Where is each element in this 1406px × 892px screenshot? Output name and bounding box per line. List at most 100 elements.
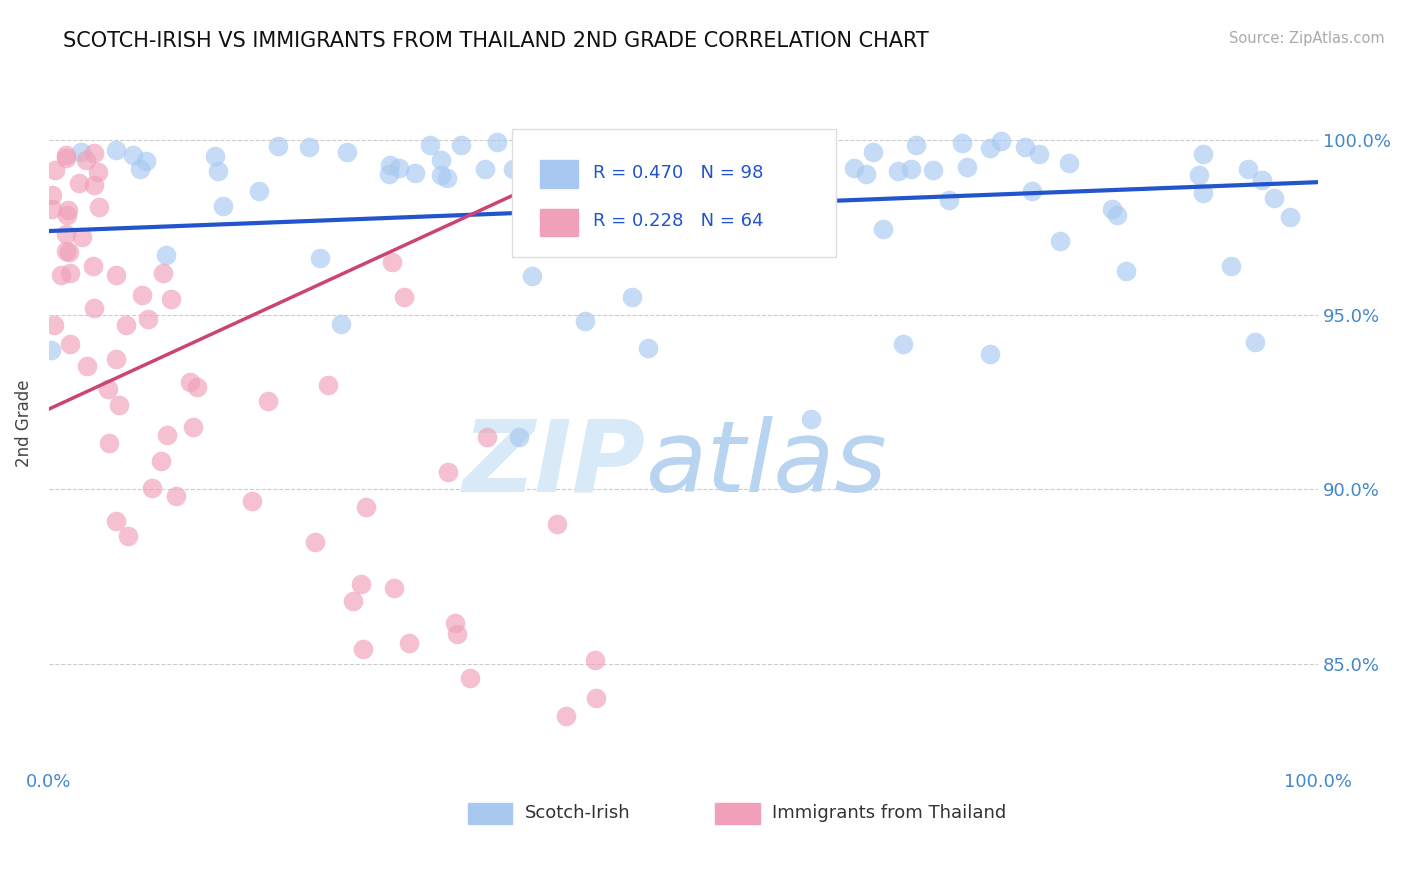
Point: [1188, 168, 1211, 182]
Point: [430, 153, 453, 168]
Point: [765, 140, 787, 154]
Text: Source: ZipAtlas.com: Source: ZipAtlas.com: [1229, 31, 1385, 46]
Point: [1101, 202, 1123, 217]
Point: [1028, 147, 1050, 161]
Point: [956, 160, 979, 174]
Text: SCOTCH-IRISH VS IMMIGRANTS FROM THAILAND 2ND GRADE CORRELATION CHART: SCOTCH-IRISH VS IMMIGRANTS FROM THAILAND…: [63, 31, 929, 51]
Point: [107, 398, 129, 412]
Point: [891, 336, 914, 351]
Point: [703, 143, 725, 157]
Point: [921, 163, 943, 178]
Point: [352, 642, 374, 657]
Text: R = 0.470   N = 98: R = 0.470 N = 98: [593, 164, 763, 182]
Point: [129, 162, 152, 177]
Point: [562, 228, 585, 243]
Point: [55, 151, 77, 165]
Point: [654, 161, 676, 175]
Point: [810, 202, 832, 216]
Point: [1219, 259, 1241, 273]
Point: [938, 193, 960, 207]
Text: atlas: atlas: [645, 416, 887, 513]
Point: [55, 227, 77, 241]
Point: [1057, 155, 1080, 169]
Point: [342, 594, 364, 608]
Point: [419, 138, 441, 153]
Point: [734, 166, 756, 180]
Point: [474, 162, 496, 177]
Point: [555, 709, 578, 723]
Point: [131, 288, 153, 302]
Point: [87, 200, 110, 214]
Point: [613, 142, 636, 156]
Point: [606, 149, 628, 163]
Point: [579, 140, 602, 154]
Text: ZIP: ZIP: [463, 416, 645, 513]
Point: [900, 162, 922, 177]
Point: [626, 142, 648, 156]
Point: [58, 244, 80, 259]
Text: Scotch-Irish: Scotch-Irish: [524, 805, 630, 822]
Point: [56, 203, 79, 218]
Point: [83, 145, 105, 160]
Point: [585, 691, 607, 706]
Point: [444, 616, 467, 631]
Y-axis label: 2nd Grade: 2nd Grade: [15, 379, 32, 467]
Point: [702, 139, 724, 153]
Point: [382, 581, 405, 595]
Point: [546, 517, 568, 532]
Point: [98, 436, 121, 450]
Point: [1014, 140, 1036, 154]
Point: [240, 493, 263, 508]
Point: [87, 165, 110, 179]
Point: [522, 269, 544, 284]
Point: [904, 137, 927, 152]
Point: [354, 500, 377, 514]
Point: [979, 347, 1001, 361]
Point: [69, 145, 91, 159]
Point: [336, 145, 359, 160]
Point: [330, 317, 353, 331]
Point: [388, 161, 411, 175]
Point: [872, 222, 894, 236]
Point: [620, 290, 643, 304]
Point: [378, 167, 401, 181]
Point: [381, 255, 404, 269]
Point: [75, 153, 97, 167]
Point: [83, 178, 105, 193]
Point: [508, 430, 530, 444]
Bar: [540, 209, 578, 236]
Point: [51, 268, 73, 282]
Point: [979, 141, 1001, 155]
Point: [115, 318, 138, 333]
Point: [644, 202, 666, 216]
Point: [149, 453, 172, 467]
FancyBboxPatch shape: [512, 129, 835, 257]
Point: [350, 577, 373, 591]
Point: [67, 177, 90, 191]
Point: [741, 180, 763, 194]
Point: [564, 139, 586, 153]
Point: [105, 352, 128, 367]
Point: [1250, 173, 1272, 187]
Point: [97, 383, 120, 397]
Bar: [468, 803, 512, 824]
Point: [207, 163, 229, 178]
Point: [44, 318, 66, 332]
Point: [105, 268, 128, 283]
Point: [1237, 161, 1260, 176]
Point: [135, 154, 157, 169]
Point: [1192, 186, 1215, 201]
Point: [475, 430, 498, 444]
Point: [595, 149, 617, 163]
Point: [619, 159, 641, 173]
Point: [502, 162, 524, 177]
Point: [450, 138, 472, 153]
Point: [165, 489, 187, 503]
Point: [1191, 147, 1213, 161]
Point: [141, 481, 163, 495]
Point: [155, 248, 177, 262]
Point: [136, 312, 159, 326]
Point: [152, 266, 174, 280]
Point: [513, 134, 536, 148]
Point: [304, 535, 326, 549]
